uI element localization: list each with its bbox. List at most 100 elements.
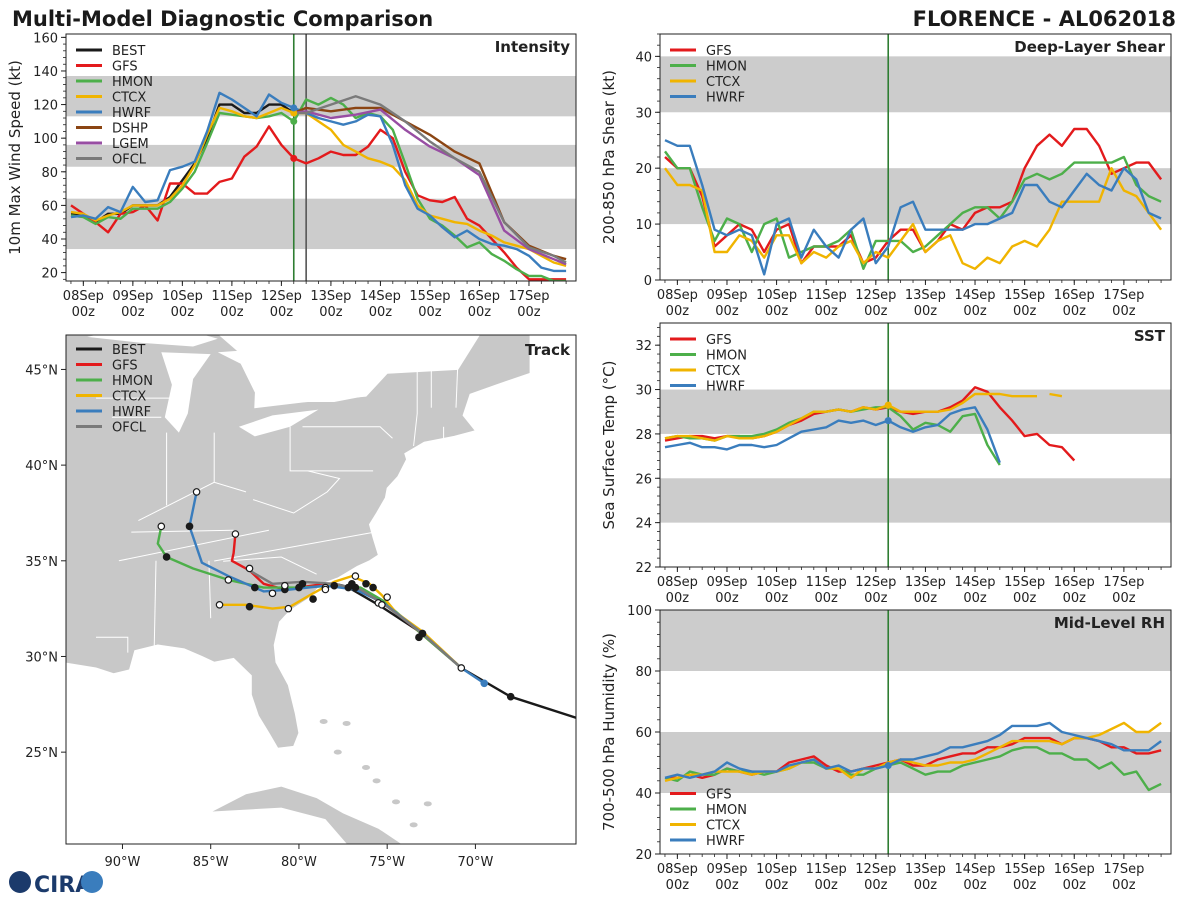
storm-title: FLORENCE - AL062018 bbox=[913, 7, 1176, 31]
x-tick-hour: 00z bbox=[1112, 591, 1136, 606]
x-tick-hour: 00z bbox=[666, 591, 690, 606]
y-tick-label: 20 bbox=[635, 162, 652, 177]
x-tick-hour: 00z bbox=[121, 305, 145, 320]
track-open-dot-hwrf bbox=[321, 585, 330, 594]
lon-tick-label: 80°W bbox=[281, 855, 317, 870]
x-tick-hour: 00z bbox=[468, 305, 492, 320]
legend-label-gfs: GFS bbox=[706, 788, 732, 803]
x-tick-day: 17Sep bbox=[508, 289, 549, 304]
y-tick-label: 120 bbox=[33, 99, 58, 114]
y-tick-label: 40 bbox=[41, 233, 58, 248]
state-border bbox=[131, 529, 234, 533]
panel-title: Deep-Layer Shear bbox=[1014, 38, 1165, 56]
panel-title: Track bbox=[525, 341, 571, 359]
x-tick-day: 11Sep bbox=[806, 862, 847, 877]
island-bahamas bbox=[372, 778, 381, 784]
legend-label-lgem: LGEM bbox=[112, 137, 149, 152]
init-marker-hwrf bbox=[884, 417, 892, 425]
island-cuba bbox=[212, 786, 402, 844]
map-frame bbox=[65, 334, 577, 845]
init-marker-ctcx bbox=[884, 401, 892, 409]
series-line-best bbox=[71, 103, 295, 224]
logo-globe-icon bbox=[9, 871, 31, 893]
x-tick-day: 14Sep bbox=[955, 288, 996, 303]
shade-band bbox=[660, 478, 1171, 523]
legend-label-ctcx: CTCX bbox=[112, 91, 146, 106]
series-group bbox=[664, 721, 1162, 792]
x-tick-day: 09Sep bbox=[706, 575, 747, 590]
series-line-hwrf bbox=[70, 91, 567, 273]
y-tick-label: 80 bbox=[635, 665, 652, 680]
intensity-panel: 2040608010012014016008Sep00z09Sep00z10Se… bbox=[6, 31, 577, 320]
legend-label-ctcx: CTCX bbox=[112, 390, 146, 405]
x-tick-hour: 00z bbox=[270, 305, 294, 320]
x-tick-day: 10Sep bbox=[756, 288, 797, 303]
x-tick-hour: 00z bbox=[1013, 878, 1037, 893]
x-tick-day: 13Sep bbox=[905, 862, 946, 877]
lake-shape bbox=[238, 409, 319, 437]
x-tick-day: 11Sep bbox=[806, 288, 847, 303]
x-tick-hour: 00z bbox=[815, 591, 839, 606]
y-tick-label: 160 bbox=[33, 31, 58, 46]
x-tick-hour: 00z bbox=[1063, 591, 1087, 606]
state-border bbox=[96, 636, 129, 653]
x-tick-hour: 00z bbox=[369, 305, 393, 320]
track-open-dot-ctcx bbox=[383, 593, 391, 601]
legend-label-ctcx: CTCX bbox=[706, 75, 740, 90]
x-tick-hour: 00z bbox=[666, 878, 690, 893]
y-tick-label: 22 bbox=[635, 561, 652, 576]
x-tick-day: 12Sep bbox=[261, 289, 302, 304]
x-tick-day: 09Sep bbox=[706, 862, 747, 877]
legend-label-hwrf: HWRF bbox=[706, 91, 745, 106]
panel-title: SST bbox=[1134, 327, 1166, 345]
state-border bbox=[118, 529, 269, 562]
x-tick-hour: 00z bbox=[418, 305, 442, 320]
x-tick-hour: 00z bbox=[1063, 304, 1087, 319]
x-tick-day: 14Sep bbox=[360, 289, 401, 304]
lon-tick-label: 70°W bbox=[457, 855, 493, 870]
island-bahamas bbox=[342, 720, 351, 726]
x-tick-day: 15Sep bbox=[409, 289, 450, 304]
island-bahamas bbox=[423, 801, 432, 807]
lake-shape bbox=[161, 352, 211, 433]
track-open-dot-hmon bbox=[157, 522, 166, 531]
x-tick-day: 08Sep bbox=[657, 862, 698, 877]
x-tick-day: 10Sep bbox=[756, 862, 797, 877]
y-axis-label: 10m Max Wind Speed (kt) bbox=[6, 60, 24, 255]
track-dot-ofcl bbox=[418, 629, 427, 638]
series-line-gfs bbox=[664, 127, 1163, 265]
x-tick-hour: 00z bbox=[171, 305, 195, 320]
init-marker-gfs bbox=[290, 154, 298, 162]
rh-panel: 2040608010008Sep00z09Sep00z10Sep00z11Sep… bbox=[600, 604, 1172, 893]
legend-label-best: BEST bbox=[112, 343, 145, 358]
y-tick-label: 80 bbox=[41, 166, 58, 181]
x-tick-day: 13Sep bbox=[310, 289, 351, 304]
logo-swirl-icon bbox=[81, 871, 103, 893]
x-tick-hour: 00z bbox=[914, 878, 938, 893]
x-tick-hour: 00z bbox=[914, 591, 938, 606]
x-tick-day: 10Sep bbox=[162, 289, 203, 304]
legend-label-ctcx: CTCX bbox=[706, 364, 740, 379]
x-tick-hour: 00z bbox=[319, 305, 343, 320]
legend-label-hmon: HMON bbox=[112, 374, 153, 389]
x-tick-day: 12Sep bbox=[855, 862, 896, 877]
cira-logo: CIRA bbox=[9, 871, 103, 898]
y-tick-label: 30 bbox=[635, 106, 652, 121]
x-tick-day: 16Sep bbox=[1054, 288, 1095, 303]
series-line-gfs bbox=[70, 125, 567, 281]
x-tick-day: 08Sep bbox=[63, 289, 104, 304]
init-marker-ctcx bbox=[290, 109, 298, 117]
state-border bbox=[455, 363, 459, 408]
y-tick-label: 24 bbox=[635, 517, 652, 532]
series-line-hmon bbox=[70, 96, 567, 281]
y-tick-label: 28 bbox=[635, 428, 652, 443]
state-border bbox=[208, 560, 212, 619]
legend-label-hwrf: HWRF bbox=[112, 405, 151, 420]
x-tick-hour: 00z bbox=[1112, 304, 1136, 319]
state-border bbox=[289, 426, 374, 472]
y-tick-label: 100 bbox=[627, 604, 652, 619]
x-tick-hour: 00z bbox=[666, 304, 690, 319]
init-marker-hwrf bbox=[290, 104, 298, 112]
lon-tick-label: 90°W bbox=[105, 855, 141, 870]
